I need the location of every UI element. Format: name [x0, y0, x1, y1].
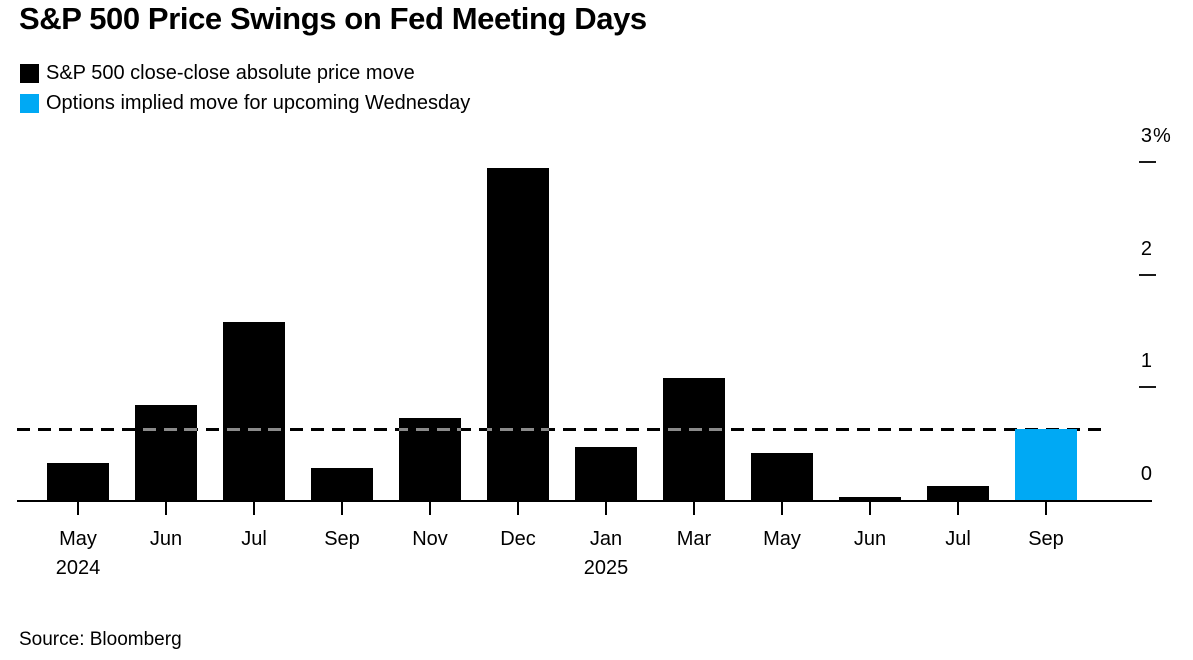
legend-swatch-cyan	[20, 93, 39, 113]
median-dashed-line-over-bar	[135, 428, 197, 431]
median-dashed-line-over-bar	[663, 428, 725, 431]
x-axis-label-month: Jul	[945, 528, 971, 550]
bar-actual-move	[663, 378, 725, 500]
x-axis-tick	[341, 502, 343, 515]
x-axis-tick	[517, 502, 519, 515]
x-axis-tick	[605, 502, 607, 515]
legend-item-implied-move: Options implied move for upcoming Wednes…	[20, 91, 470, 115]
x-axis-tick	[781, 502, 783, 515]
y-axis-tick	[1139, 274, 1156, 276]
x-axis-label-month: Jul	[241, 528, 267, 550]
bar-actual-move	[399, 418, 461, 500]
x-axis-label-month: Jan	[589, 528, 623, 550]
bar-actual-move	[839, 497, 901, 500]
x-axis-label-month: May	[59, 528, 97, 550]
x-axis-tick	[693, 502, 695, 515]
legend-label-implied-move: Options implied move for upcoming Wednes…	[46, 92, 471, 114]
y-axis-label: 0	[1140, 463, 1152, 485]
legend-item-actual-move: S&P 500 close-close absolute price move	[20, 61, 415, 85]
bar-implied-move	[1015, 429, 1077, 500]
legend-label-actual-move: S&P 500 close-close absolute price move	[46, 62, 415, 84]
bar-actual-move	[135, 405, 197, 500]
x-axis-tick	[1045, 502, 1047, 515]
x-axis-label-month: Sep	[1028, 528, 1064, 550]
x-axis-label-month: Dec	[500, 528, 536, 550]
median-dashed-line-over-bar	[487, 428, 549, 431]
y-axis-tick	[1139, 386, 1156, 388]
x-axis-label-year: 2024	[55, 557, 101, 579]
x-axis-label-month: Nov	[412, 528, 448, 550]
y-axis-percent-sign: %	[1153, 125, 1171, 147]
y-axis-tick	[1139, 161, 1156, 163]
bar-actual-move	[487, 168, 549, 500]
x-axis-label-year: 2025	[583, 557, 629, 579]
bar-actual-move	[47, 463, 109, 500]
median-dashed-line-over-bar	[223, 428, 285, 431]
bar-actual-move	[311, 468, 373, 500]
y-axis-label: 3	[1140, 125, 1152, 147]
y-axis-label: 2	[1140, 238, 1152, 260]
bar-actual-move	[575, 447, 637, 500]
x-axis-line	[17, 500, 1152, 502]
x-axis-label-month: Sep	[324, 528, 360, 550]
median-dashed-line	[17, 428, 1107, 431]
x-axis-label-month: May	[763, 528, 801, 550]
x-axis-tick	[77, 502, 79, 515]
bar-actual-move	[927, 486, 989, 500]
chart-title: S&P 500 Price Swings on Fed Meeting Days	[19, 1, 647, 36]
bar-actual-move	[223, 322, 285, 500]
x-axis-tick	[165, 502, 167, 515]
x-axis-tick	[869, 502, 871, 515]
bar-actual-move	[751, 453, 813, 500]
x-axis-tick	[429, 502, 431, 515]
x-axis-tick	[253, 502, 255, 515]
x-axis-label-month: Jun	[853, 528, 887, 550]
legend-swatch-black	[20, 63, 39, 83]
source-note: Source: Bloomberg	[19, 629, 182, 650]
median-dashed-line-over-bar	[399, 428, 461, 431]
x-axis-label-month: Mar	[676, 528, 712, 550]
x-axis-tick	[957, 502, 959, 515]
y-axis-label: 1	[1140, 350, 1152, 372]
x-axis-label-month: Jun	[149, 528, 183, 550]
